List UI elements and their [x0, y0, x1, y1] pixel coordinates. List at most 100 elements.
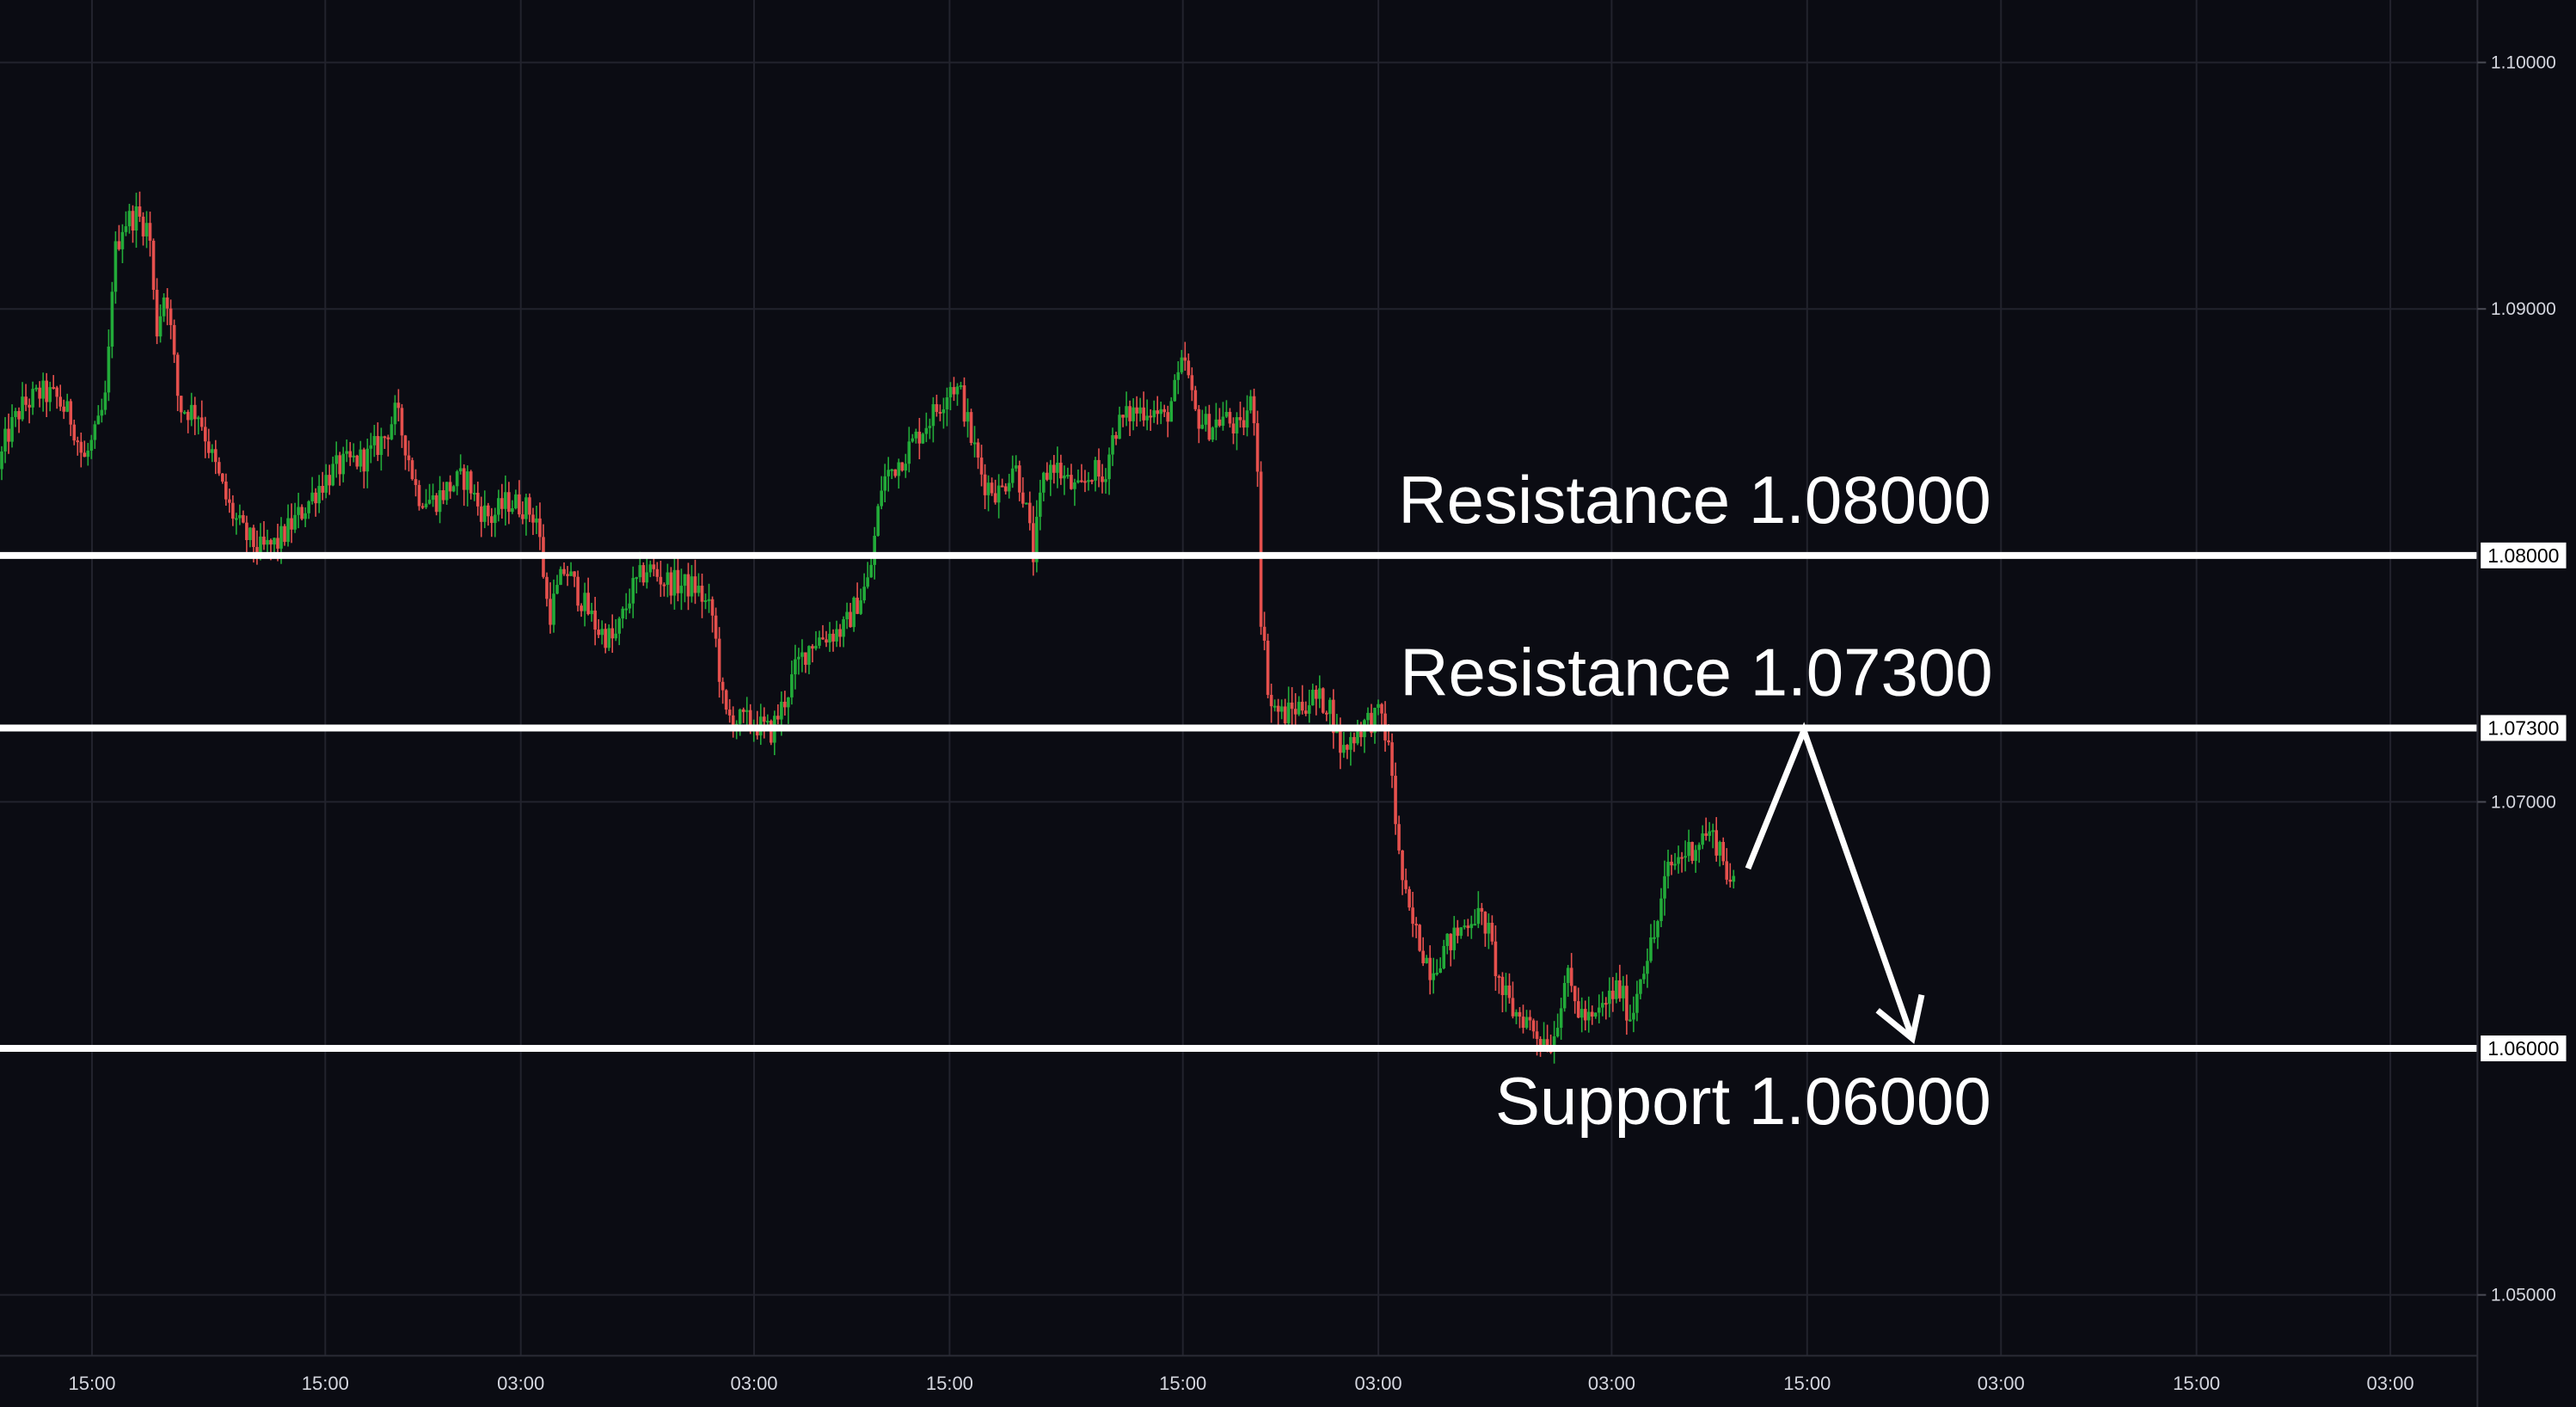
candle-body[interactable] — [1507, 985, 1512, 998]
candle-body[interactable] — [120, 231, 125, 249]
candle-body[interactable] — [866, 577, 869, 587]
candle-body[interactable] — [1593, 1012, 1598, 1017]
candle-body[interactable] — [1356, 731, 1359, 744]
candle-body[interactable] — [273, 538, 276, 545]
candle-body[interactable] — [1183, 357, 1187, 361]
candle-body[interactable] — [1573, 986, 1577, 1002]
candle-body[interactable] — [990, 482, 994, 494]
candle-body[interactable] — [1255, 423, 1260, 472]
candle-body[interactable] — [818, 637, 821, 646]
candle-body[interactable] — [341, 453, 346, 475]
candle-body[interactable] — [1328, 699, 1332, 715]
candle-body[interactable] — [45, 380, 48, 402]
candle-body[interactable] — [948, 387, 953, 397]
candle-body[interactable] — [1408, 888, 1411, 908]
candle-body[interactable] — [997, 485, 1001, 503]
candle-body[interactable] — [552, 593, 555, 625]
candle-body[interactable] — [155, 289, 159, 337]
candle-body[interactable] — [217, 462, 221, 474]
candle-body[interactable] — [1421, 950, 1425, 964]
candle-body[interactable] — [1176, 372, 1181, 380]
candle-body[interactable] — [165, 297, 169, 309]
candle-body[interactable] — [14, 410, 17, 417]
candle-body[interactable] — [455, 471, 459, 487]
candle-body[interactable] — [1625, 986, 1628, 1021]
candle-body[interactable] — [1373, 707, 1377, 734]
candle-body[interactable] — [1670, 862, 1673, 866]
candle-body[interactable] — [797, 656, 800, 660]
candle-body[interactable] — [586, 593, 590, 615]
candle-body[interactable] — [1063, 475, 1066, 479]
candle-body[interactable] — [1721, 841, 1726, 862]
candle-body[interactable] — [700, 586, 704, 602]
candle-body[interactable] — [1024, 502, 1028, 505]
candle-body[interactable] — [814, 645, 818, 649]
candle-body[interactable] — [93, 424, 97, 440]
candle-body[interactable] — [1104, 479, 1107, 482]
candle-body[interactable] — [524, 497, 528, 519]
candle-body[interactable] — [1217, 419, 1222, 427]
candle-body[interactable] — [1286, 702, 1291, 723]
candle-body[interactable] — [1562, 982, 1567, 1009]
candle-body[interactable] — [1083, 481, 1087, 483]
candle-body[interactable] — [38, 387, 41, 399]
candle-body[interactable] — [514, 494, 518, 508]
candle-body[interactable] — [328, 475, 331, 486]
candle-body[interactable] — [696, 586, 701, 593]
candle-body[interactable] — [290, 518, 293, 530]
candle-body[interactable] — [1152, 410, 1156, 418]
candle-body[interactable] — [1138, 407, 1142, 414]
candle-body[interactable] — [1504, 985, 1508, 996]
candle-body[interactable] — [1346, 745, 1349, 750]
candle-body[interactable] — [959, 385, 963, 388]
candles[interactable] — [0, 191, 1736, 1064]
projection-path[interactable] — [1745, 722, 1916, 1040]
candle-body[interactable] — [748, 710, 752, 728]
candle-body[interactable] — [1483, 912, 1487, 934]
candle-body[interactable] — [593, 610, 597, 630]
candle-body[interactable] — [662, 584, 666, 587]
candle-body[interactable] — [862, 587, 866, 601]
candle-body[interactable] — [1252, 396, 1256, 424]
candle-body[interactable] — [1469, 924, 1474, 929]
candle-body[interactable] — [1390, 742, 1394, 777]
candle-body[interactable] — [493, 514, 497, 524]
candle-body[interactable] — [359, 449, 363, 467]
candle-body[interactable] — [124, 226, 128, 232]
candle-body[interactable] — [573, 571, 576, 577]
candle-body[interactable] — [1173, 379, 1177, 402]
candle-body[interactable] — [1728, 879, 1733, 882]
candle-body[interactable] — [1632, 1012, 1635, 1020]
candle-body[interactable] — [369, 445, 373, 449]
candle-body[interactable] — [438, 490, 442, 513]
candle-body[interactable] — [203, 427, 207, 442]
candle-body[interactable] — [969, 412, 973, 444]
candle-body[interactable] — [1411, 907, 1414, 925]
candle-body[interactable] — [583, 593, 586, 611]
candle-body[interactable] — [1279, 706, 1284, 712]
candle-body[interactable] — [1559, 1008, 1563, 1029]
candle-body[interactable] — [334, 455, 339, 464]
candle-body[interactable] — [1480, 907, 1484, 912]
candle-body[interactable] — [482, 505, 487, 522]
candle-body[interactable] — [307, 501, 310, 513]
candle-body[interactable] — [317, 486, 321, 504]
candle-body[interactable] — [1473, 924, 1477, 926]
candle-body[interactable] — [1414, 924, 1418, 926]
candle-body[interactable] — [1293, 709, 1297, 715]
candle-body[interactable] — [1653, 937, 1656, 939]
candle-body[interactable] — [1132, 407, 1135, 421]
candle-body[interactable] — [1659, 898, 1663, 922]
candle-body[interactable] — [1052, 464, 1056, 473]
candle-body[interactable] — [224, 481, 228, 500]
candle-body[interactable] — [1490, 922, 1494, 942]
candle-body[interactable] — [856, 597, 859, 614]
candle-body[interactable] — [1145, 415, 1149, 421]
candle-body[interactable] — [196, 417, 200, 420]
candle-body[interactable] — [1401, 850, 1404, 881]
candle-body[interactable] — [962, 385, 966, 422]
candle-body[interactable] — [1276, 705, 1280, 712]
candle-body[interactable] — [1463, 925, 1467, 928]
candle-body[interactable] — [794, 659, 797, 675]
candle-body[interactable] — [1493, 941, 1498, 976]
